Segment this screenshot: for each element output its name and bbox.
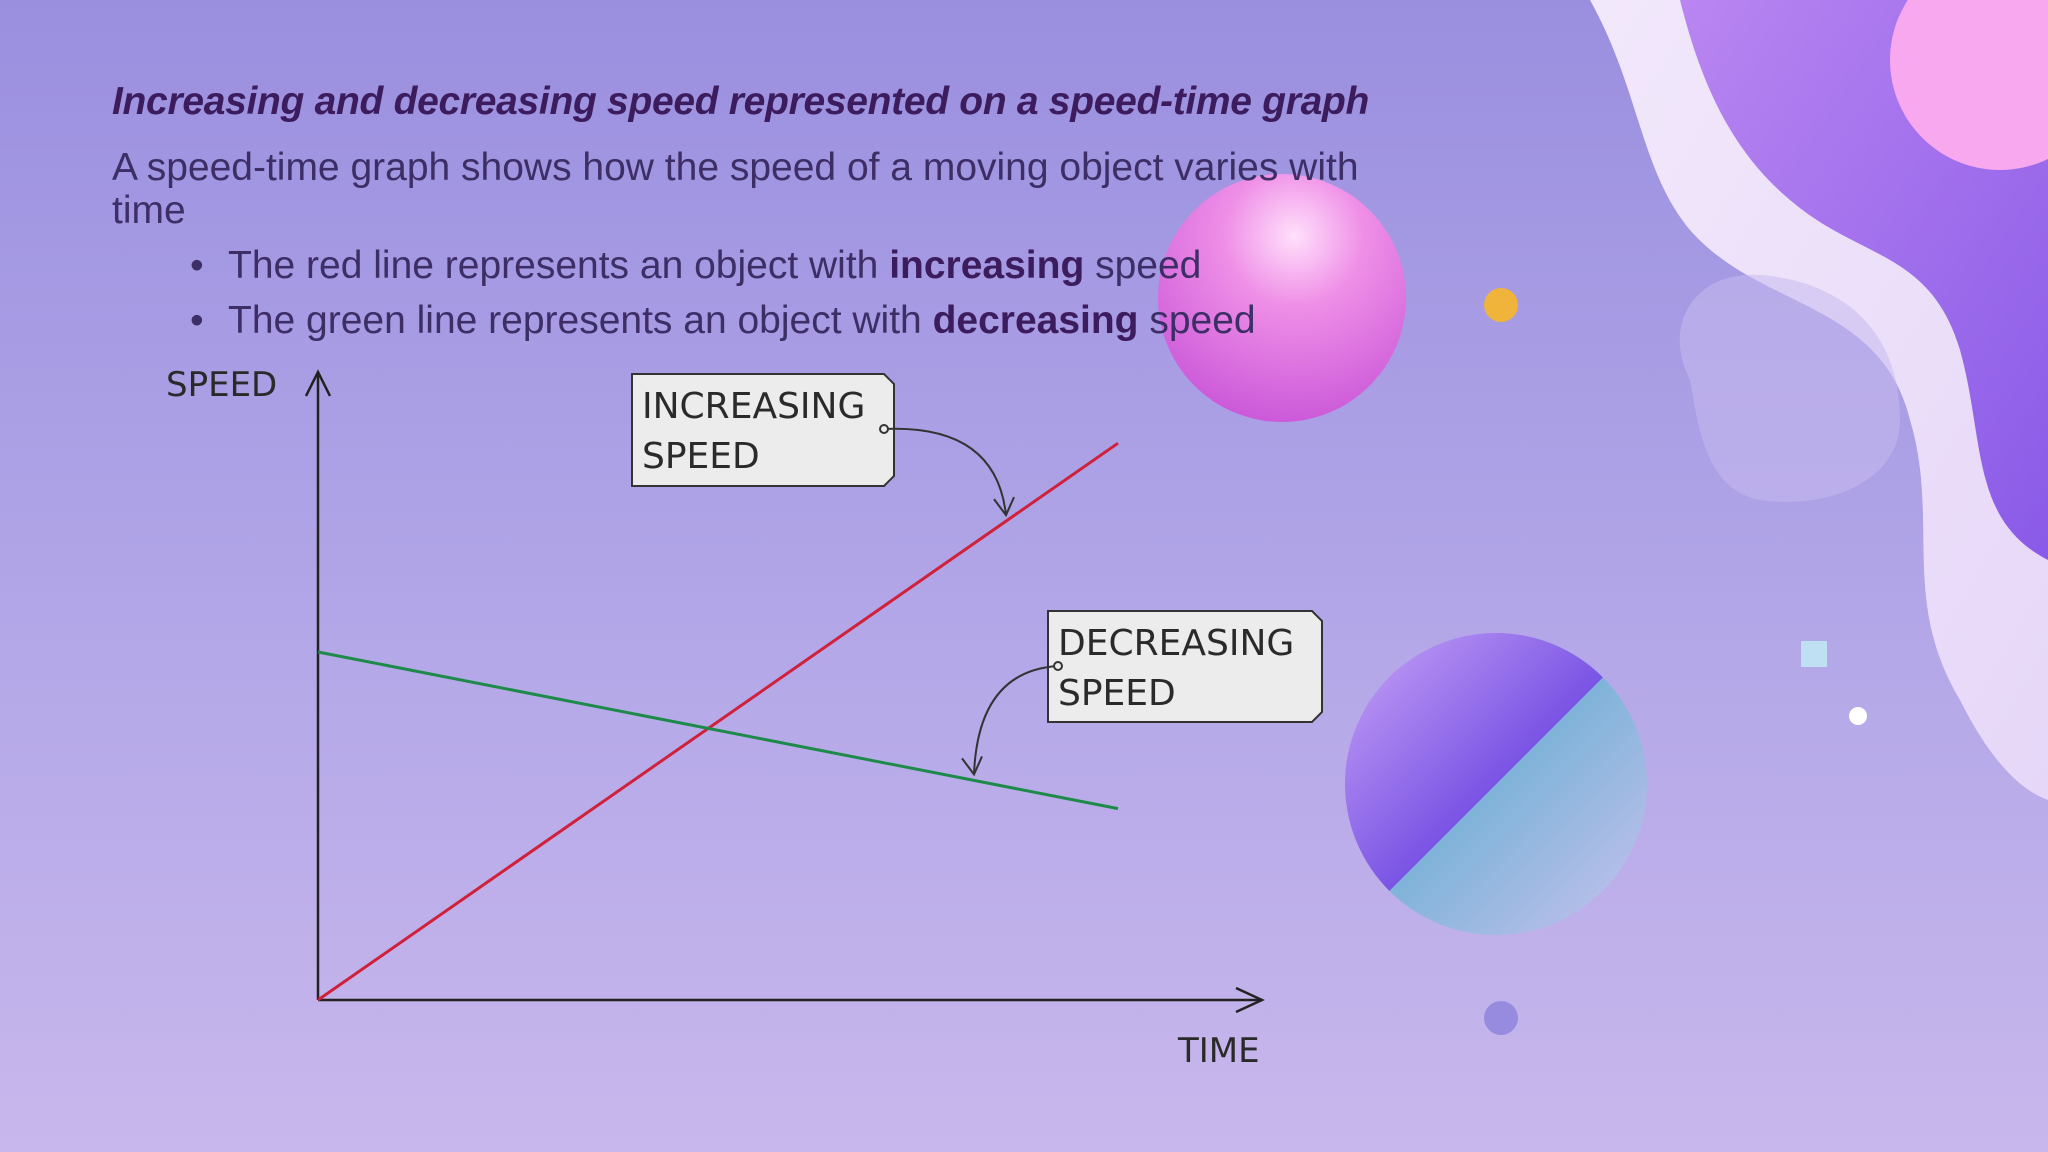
bullet-text-end: speed [1084,244,1202,287]
y-axis-label: SPEED [166,365,277,405]
slide-title: Increasing and decreasing speed represen… [112,80,1370,123]
callout-box [631,373,895,487]
bullet-dot: • [190,244,204,287]
callout-arrow [883,427,1007,516]
callout-anchor-dot [1053,661,1063,671]
callout-text: SPEED [642,436,760,477]
x-axis-arrow-icon [1235,986,1265,1014]
increasing-speed-line [317,441,1119,1002]
arrowhead-icon [961,756,983,777]
callout-text: INCREASING [642,386,865,427]
bullet-decreasing: • The green line represents an object wit… [190,299,1256,343]
bullet-bold-term: increasing [889,244,1085,287]
callout-arrow [973,665,1059,775]
callout-text: DECREASING [1058,623,1294,664]
callout-anchor-dot [879,424,889,434]
bullet-text: The green line represents an object with [228,299,933,342]
callout-text: SPEED [1058,673,1176,714]
bullet-text: The red line represents an object with [228,244,890,287]
bullet-increasing: • The red line represents an object with … [190,244,1201,288]
decreasing-speed-line [317,650,1119,811]
bullet-dot: • [190,299,204,342]
x-axis-label: TIME [1177,1031,1260,1071]
series-layer [317,441,1119,1002]
annotation-layer: INCREASING SPEED DECREASING SPEED [631,373,1323,777]
decreasing-speed-callout: DECREASING SPEED [961,610,1323,777]
arrowhead-icon [993,496,1015,518]
increasing-speed-callout: INCREASING SPEED [631,373,1015,518]
intro-text: A speed-time graph shows how the speed o… [112,146,1359,232]
y-axis-arrow-icon [304,369,332,397]
bullet-bold-term: decreasing [932,299,1139,342]
bullet-text-end: speed [1138,299,1256,342]
callout-box [1047,610,1323,723]
